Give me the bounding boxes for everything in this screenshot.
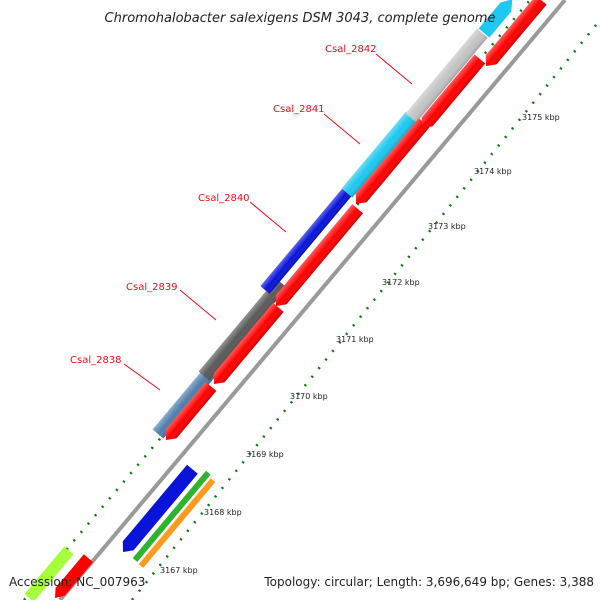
tick-label: 3167 kbp: [160, 566, 198, 575]
gene-label: Csal_2841: [273, 104, 325, 115]
accession-label: Accession: NC_007963: [9, 575, 145, 589]
label-leaders: [123, 53, 413, 391]
tick-label: 3169 kbp: [246, 450, 284, 459]
forward-strand: [24, 0, 518, 600]
tick-label: 3173 kbp: [428, 222, 466, 231]
tick-label: 3174 kbp: [474, 167, 512, 176]
reverse-strand: [50, 0, 547, 600]
gene-labels: Csal_2838 Csal_2839 Csal_2840 Csal_2841 …: [70, 44, 377, 366]
leader-csal-2839: [179, 289, 217, 321]
gene-green-inner[interactable]: [132, 470, 211, 562]
leader-csal-2842: [375, 53, 413, 85]
tick-label: 3170 kbp: [290, 392, 328, 401]
genome-summary: Topology: circular; Length: 3,696,649 bp…: [263, 575, 594, 589]
map-title: Chromohalobacter salexigens DSM 3043, co…: [105, 11, 496, 26]
gene-blue-inner[interactable]: [118, 464, 198, 557]
inner-features: [118, 464, 216, 568]
gene-cyan-top[interactable]: [478, 0, 518, 38]
inner-tick-line: [131, 19, 600, 600]
leader-csal-2841: [323, 113, 361, 145]
backbone-line: [58, 0, 567, 600]
tick-label: 3168 kbp: [204, 508, 242, 517]
gene-label: Csal_2842: [325, 44, 377, 55]
gene-label: Csal_2840: [198, 193, 250, 204]
cds-reverse[interactable]: [50, 554, 94, 600]
gene-orange-inner[interactable]: [138, 478, 216, 568]
inner-tick-track: [131, 19, 600, 600]
backbone: [58, 0, 567, 600]
gene-label: Csal_2839: [126, 282, 178, 293]
tick-label: 3175 kbp: [522, 113, 560, 122]
leader-csal-2838: [123, 363, 161, 391]
tick-label: 3172 kbp: [382, 278, 420, 287]
scale-labels: 3167 kbp 3168 kbp 3169 kbp 3170 kbp 3171…: [160, 113, 560, 575]
gene-label: Csal_2838: [70, 355, 122, 366]
tick-label: 3171 kbp: [336, 335, 374, 344]
leader-csal-2840: [249, 201, 287, 233]
gene-lime[interactable]: [24, 546, 74, 600]
